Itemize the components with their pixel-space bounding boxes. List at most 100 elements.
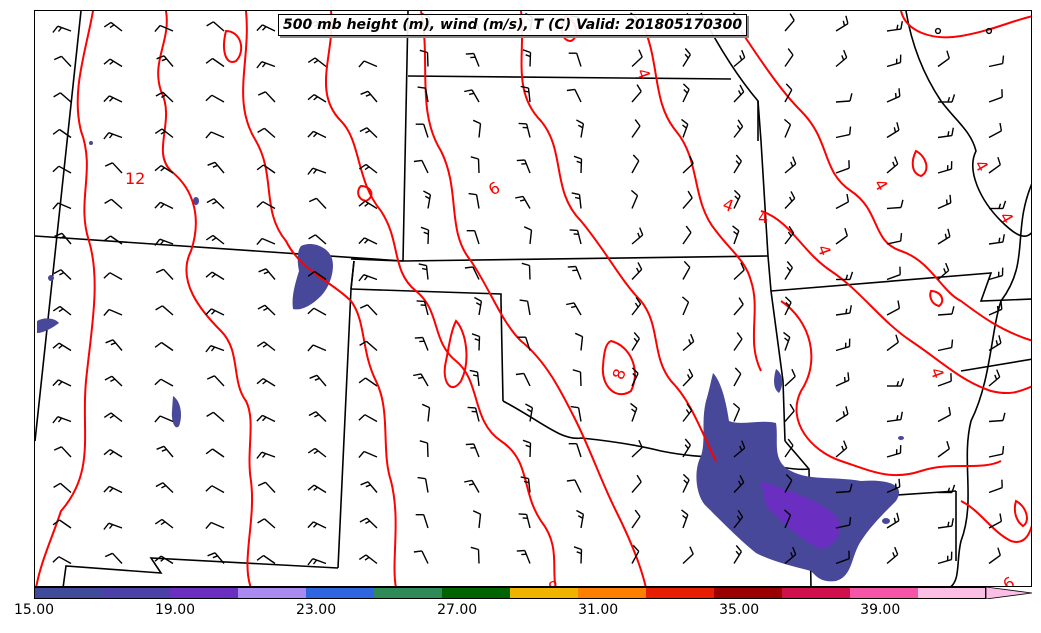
wind-barb-icon [358,60,378,68]
wind-barb-icon [631,119,641,138]
wind-barb-icon [420,226,430,245]
contour-line-20 [1013,499,1028,528]
calm-circle-icon [985,27,993,35]
precip-heavy [761,481,841,549]
contour-line-13 [443,319,468,389]
wind-barb-icon [104,198,123,210]
wind-barb-icon [307,57,327,68]
wind-barb-icon [359,340,378,352]
wind-barb-icon [358,450,378,459]
colorbar-tick-label: 23.00 [296,602,337,618]
precip-heavy-core [761,481,841,549]
border-new-mexico-east [337,260,355,569]
precip-dot-a [193,197,199,205]
wind-barb-icon [836,271,854,281]
wind-barb-icon [835,227,848,245]
wind-barb-icon [257,91,276,103]
wind-barb-icon [886,266,901,281]
wind-barb-icon [783,509,792,529]
contour-label: 12 [125,169,145,188]
wind-barb-icon [523,226,533,245]
wind-barb-icon [631,84,642,103]
wind-barb-icon [307,94,327,103]
wind-barb-icon [206,198,225,210]
wind-barb-icon [835,193,850,210]
wind-barb-icon [520,85,531,103]
wind-barb-icon [784,473,793,493]
colorbar-tick-label: 19.00 [154,602,196,618]
wind-barb-icon [53,482,72,494]
border-oklahoma-north [350,288,504,402]
wind-barb-icon [522,49,532,67]
wind-barb-icon [733,119,744,138]
contour-line-12 [960,500,1031,543]
precip-area-west-spot [37,318,59,333]
wind-barb-icon [681,118,689,138]
wind-barb-icon [154,128,174,139]
wind-barb-icon [205,345,225,353]
colorbar-tick-label: 35.00 [719,602,760,618]
wind-barb-icon [567,265,582,280]
wind-barb-icon [307,167,327,175]
wind-barb-icon [257,127,276,139]
wind-barb-icon [358,377,378,387]
wind-barb-icon [573,155,583,174]
wind-barb-icon [155,482,174,494]
wind-barb-icon [256,237,276,246]
wind-barb-icon [784,156,797,174]
wind-barb-icon [988,301,1003,316]
wind-barb-icon [937,262,950,281]
wind-barb-icon [835,93,853,103]
wind-barb-icon [308,197,327,209]
wind-barb-icon [886,122,900,139]
wind-barb-icon [465,443,480,458]
wind-barb-icon [53,55,72,67]
wind-barb-icon [256,451,276,459]
wind-barb-icon [308,411,327,423]
wind-barb-icon [988,412,1006,423]
wind-barb-icon [515,195,531,209]
wind-barb-icon [309,374,327,387]
wind-barb-icon [937,228,951,245]
border-arkansas-north [770,272,1031,302]
wind-barb-icon [154,378,174,387]
map-panel: 12 6 4 4 4 4 8 4 4 6 8 4 4 [34,10,1032,587]
wind-barb-icon [937,194,952,210]
wind-barb-icon [205,271,225,281]
wind-barb-icon [681,296,690,316]
contour-label: 4 [926,365,947,381]
wind-barb-icon [52,202,72,210]
wind-barb-icon [988,55,1005,68]
precip-area-nm-spot [171,396,181,428]
wind-barb-icon [682,403,693,422]
wind-barb-icon [988,446,1005,458]
wind-barb-icon [733,440,746,458]
colorbar-segment [306,587,375,599]
wind-barb-icon [358,274,378,282]
wind-barb-icon [835,338,851,352]
wind-barb-icon [103,95,123,103]
wind-barb-icon [104,375,123,387]
wind-barb-icon [155,305,174,316]
wind-barb-icon [307,521,327,529]
wind-barb-icon [358,200,378,210]
wind-barb-icon [156,55,174,67]
wind-barb-icon [205,521,225,530]
wind-barb-icon [207,161,225,174]
wind-barb-icon [256,341,276,352]
border-mississippi-river [950,183,1031,586]
wind-barb-icon [256,378,276,387]
wind-barb-icon [154,415,174,423]
wind-barb-icon [52,519,72,529]
wind-barb-icon [52,416,72,424]
wind-barb-icon [103,132,123,140]
wind-barb-icon [307,130,327,139]
precip-dot-e [882,518,890,524]
wind-barb-icon [733,189,741,209]
wind-barb-icon [733,509,744,529]
wind-barb-icon [307,344,327,352]
precip-dot-c [48,275,54,281]
wind-barb-icon [257,481,276,493]
wind-barb-icon [732,225,740,245]
wind-barb-icon [103,21,123,32]
